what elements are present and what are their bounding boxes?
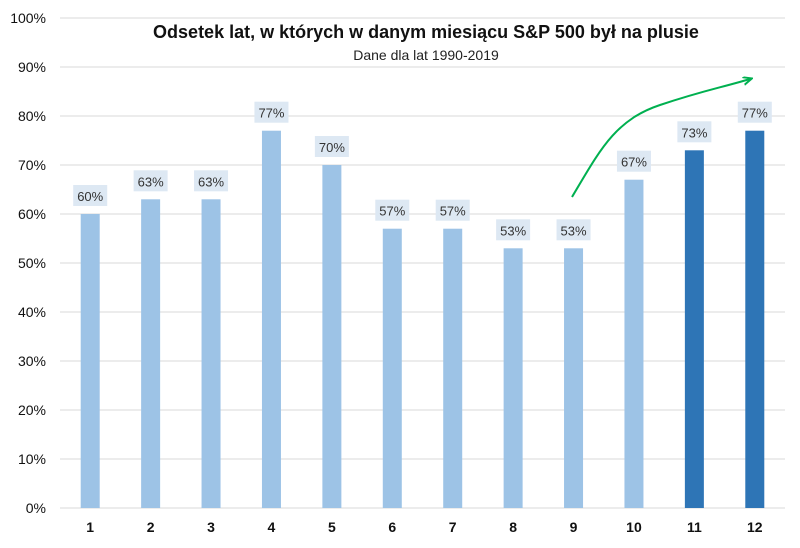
y-axis: 0% 10% 20% 30% 40% 50% 60% 70% 80% 90% 100% [10,10,46,516]
y-tick-label: 70% [18,157,46,173]
data-label-text: 53% [561,223,587,238]
bar [261,130,281,508]
chart-title: Odsetek lat, w których w danym miesiącu … [153,22,699,42]
data-label-text: 60% [77,189,103,204]
bar [322,165,342,508]
data-label-background [375,199,410,221]
y-tick-label: 50% [18,255,46,271]
annotation [571,79,750,198]
data-label-background [677,121,712,143]
x-tick-label: 2 [147,519,155,535]
data-label-background [737,101,772,123]
data-label-background [194,170,229,192]
bar [684,150,704,509]
gridlines [60,17,785,509]
x-tick-label: 7 [449,519,457,535]
data-label-text: 57% [379,204,405,219]
x-axis: 1 2 3 4 5 6 7 8 9 10 11 12 [86,519,762,535]
data-label: 63% [194,170,229,192]
x-tick-label: 9 [570,519,578,535]
y-tick-label: 80% [18,108,46,124]
data-label-background [73,185,108,206]
data-label: 63% [133,170,168,192]
data-label-background [556,219,591,241]
y-tick-label: 40% [18,304,46,320]
bar [745,130,765,508]
data-label-text: 77% [258,106,284,121]
bar [201,199,221,509]
bar [503,248,523,509]
data-label: 73% [677,121,712,143]
data-label-text: 70% [319,140,345,155]
bar [382,228,402,508]
x-tick-label: 12 [747,519,763,535]
bar [80,214,100,508]
data-label-background [616,150,651,172]
chart-subtitle: Dane dla lat 1990-2019 [353,47,499,63]
data-label-text: 77% [742,106,768,121]
bars [80,130,765,509]
data-label-text: 63% [198,174,224,189]
data-label: 60% [73,185,108,206]
y-tick-label: 100% [10,10,46,26]
bar [624,179,644,508]
data-label-background [254,101,289,123]
y-tick-label: 10% [18,451,46,467]
data-label: 53% [556,219,591,241]
data-label-background [314,136,349,157]
data-label: 70% [314,136,349,157]
data-label-text: 53% [500,223,526,238]
data-label: 57% [375,199,410,221]
x-tick-label: 10 [626,519,642,535]
data-label: 67% [616,150,651,172]
data-label-text: 57% [440,204,466,219]
x-tick-label: 11 [687,519,702,535]
bar [564,248,584,509]
data-label: 53% [496,219,531,241]
data-label: 77% [737,101,772,123]
x-tick-label: 6 [388,519,396,535]
y-tick-label: 20% [18,402,46,418]
trend-arrow [571,79,750,198]
data-label-text: 67% [621,155,647,170]
data-label-background [133,170,168,192]
y-tick-label: 90% [18,59,46,75]
bar [443,228,463,508]
data-label: 57% [435,199,470,221]
data-label-background [496,219,531,241]
y-tick-label: 60% [18,206,46,222]
x-tick-label: 8 [509,519,517,535]
data-label-text: 73% [681,125,707,140]
y-tick-label: 30% [18,353,46,369]
bar [141,199,161,509]
x-tick-label: 1 [86,519,94,535]
data-labels: 60% 63% 63% 77% 70% 57% 57% 53% 53% 67% 73% 77% [73,101,772,241]
data-label-background [435,199,470,221]
y-tick-label: 0% [26,500,46,516]
x-tick-label: 4 [268,519,276,535]
x-tick-label: 3 [207,519,215,535]
data-label-text: 63% [138,174,164,189]
x-tick-label: 5 [328,519,336,535]
data-label: 77% [254,101,289,123]
